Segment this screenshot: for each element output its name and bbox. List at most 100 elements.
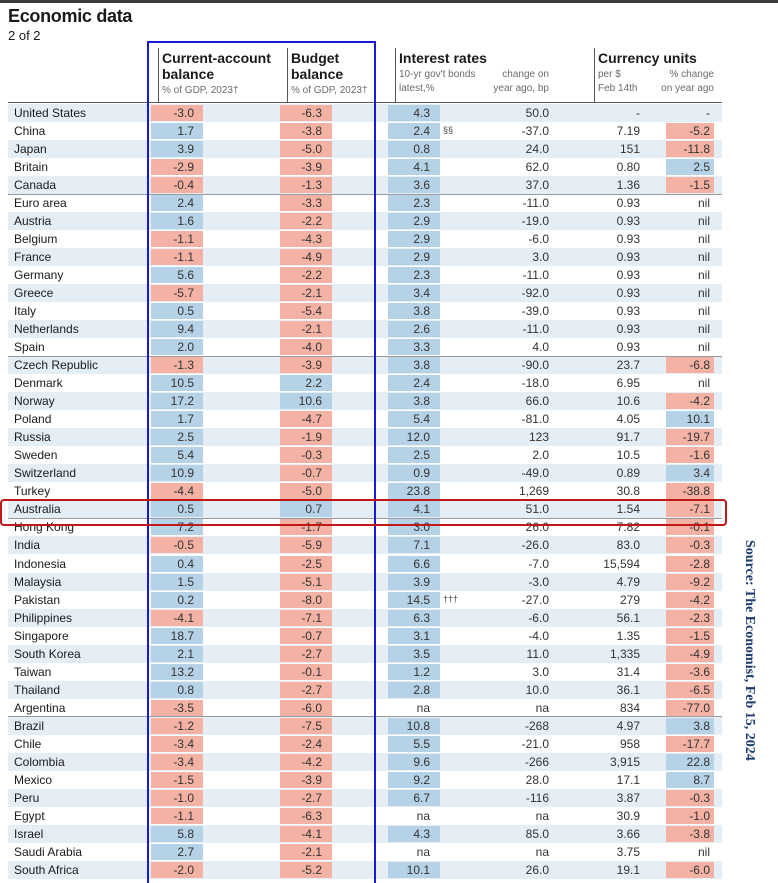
value-shade bbox=[388, 429, 440, 446]
value-shade bbox=[280, 717, 332, 734]
value-shade bbox=[151, 789, 203, 806]
value-shade bbox=[388, 141, 440, 158]
cell-irc: 1,269 bbox=[518, 484, 549, 499]
group-divider bbox=[8, 517, 722, 519]
cell-ir: 3.8 bbox=[413, 358, 430, 373]
cell-fxc: -1.5 bbox=[689, 178, 710, 193]
cell-bb: -6.3 bbox=[301, 808, 322, 823]
cell-ir: 2.9 bbox=[413, 214, 430, 229]
header-budget: Budget balance % of GDP, 2023† bbox=[291, 50, 368, 97]
cell-bb: -4.2 bbox=[301, 754, 322, 769]
cell-bb: -2.2 bbox=[301, 214, 322, 229]
cell-fx: 4.79 bbox=[616, 574, 640, 589]
value-shade bbox=[666, 717, 714, 734]
country-name: Russia bbox=[14, 430, 51, 445]
cell-irc: 50.0 bbox=[525, 106, 549, 120]
cell-fxc: nil bbox=[697, 340, 710, 355]
header-cu-sub2b: on year ago bbox=[661, 83, 714, 94]
cell-irc: 28.0 bbox=[525, 772, 549, 787]
cell-bb: -0.1 bbox=[301, 664, 322, 679]
value-shade bbox=[388, 663, 440, 680]
value-shade bbox=[280, 357, 332, 374]
cell-irc: -6.0 bbox=[528, 232, 549, 247]
country-name: Poland bbox=[14, 412, 52, 427]
table-row: Israel 5.8 -4.1 4.3 85.0 3.66 -3.8 bbox=[8, 824, 722, 843]
cell-ir: 4.1 bbox=[413, 160, 430, 175]
country-name: Switzerland bbox=[14, 466, 77, 481]
cell-fxc: - bbox=[706, 106, 710, 120]
cell-fx: 0.93 bbox=[616, 268, 640, 283]
header-bb-sub: % of GDP, 2023† bbox=[291, 85, 368, 96]
cell-fx: 56.1 bbox=[616, 610, 640, 625]
cell-ir: 23.8 bbox=[406, 484, 430, 499]
value-shade bbox=[151, 771, 203, 788]
country-name: Germany bbox=[14, 268, 64, 283]
cell-bb: -5.2 bbox=[301, 862, 322, 877]
cell-fxc: 10.1 bbox=[686, 412, 710, 427]
table-row: Belgium -1.1 -4.3 2.9 -6.0 0.93 nil bbox=[8, 230, 722, 248]
value-shade bbox=[280, 393, 332, 410]
cell-irc: 62.0 bbox=[525, 160, 549, 175]
value-shade bbox=[666, 519, 714, 536]
value-shade bbox=[666, 789, 714, 806]
country-name: Belgium bbox=[14, 232, 58, 247]
value-shade bbox=[151, 501, 203, 518]
cell-fx: 1,335 bbox=[609, 646, 640, 661]
cell-fx: 151 bbox=[619, 142, 640, 157]
cell-irc: -26.0 bbox=[521, 538, 549, 553]
cell-bb: -5.9 bbox=[301, 538, 322, 553]
value-shade bbox=[388, 501, 440, 518]
table-row: Austria 1.6 -2.2 2.9 -19.0 0.93 nil bbox=[8, 212, 722, 231]
value-shade bbox=[280, 753, 332, 770]
value-shade bbox=[280, 213, 332, 230]
value-shade bbox=[280, 627, 332, 644]
value-shade bbox=[388, 375, 440, 392]
cell-ir: 2.4 bbox=[413, 376, 430, 391]
cell-irc: -90.0 bbox=[521, 358, 549, 373]
value-shade bbox=[388, 303, 440, 320]
table-row: Taiwan 13.2 -0.1 1.2 3.0 31.4 -3.6 bbox=[8, 663, 722, 681]
value-shade bbox=[388, 267, 440, 284]
value-shade bbox=[388, 735, 440, 752]
cell-fx: 0.80 bbox=[616, 160, 640, 175]
value-shade bbox=[388, 771, 440, 788]
value-shade bbox=[280, 231, 332, 248]
value-shade bbox=[151, 537, 203, 554]
cell-ca: -4.4 bbox=[173, 484, 194, 499]
country-name: Mexico bbox=[14, 772, 53, 787]
cell-ir: 3.6 bbox=[413, 178, 430, 193]
cell-irc: 3.0 bbox=[532, 250, 549, 265]
table-row: Britain -2.9 -3.9 4.1 62.0 0.80 2.5 bbox=[8, 158, 722, 176]
country-name: Thailand bbox=[14, 682, 61, 697]
value-shade bbox=[666, 483, 714, 500]
table-row: Russia 2.5 -1.9 12.0 123 91.7 -19.7 bbox=[8, 428, 722, 447]
value-shade bbox=[280, 141, 332, 158]
value-shade bbox=[280, 573, 332, 590]
value-shade bbox=[151, 393, 203, 410]
country-name: Saudi Arabia bbox=[14, 844, 83, 859]
country-name: Philippines bbox=[14, 610, 73, 625]
cell-bb: -2.5 bbox=[301, 556, 322, 571]
value-shade bbox=[151, 753, 203, 770]
table-row: Japan 3.9 -5.0 0.8 24.0 151 -11.8 bbox=[8, 140, 722, 159]
cell-ir: 4.1 bbox=[413, 502, 430, 517]
value-shade bbox=[151, 663, 203, 680]
cell-bb: -0.7 bbox=[301, 628, 322, 643]
value-shade bbox=[388, 681, 440, 698]
header-divider bbox=[395, 48, 396, 102]
cell-irc: -11.0 bbox=[522, 196, 549, 211]
cell-fxc: -2.8 bbox=[689, 556, 710, 571]
cell-bb: -7.5 bbox=[301, 718, 322, 733]
cell-bb: -1.7 bbox=[301, 520, 322, 535]
highlight-columns-box bbox=[147, 41, 376, 883]
value-shade bbox=[280, 483, 332, 500]
group-divider bbox=[8, 355, 722, 357]
cell-irc: 3.0 bbox=[532, 664, 549, 679]
cell-fxc: 2.5 bbox=[693, 160, 710, 175]
cell-ir: 5.4 bbox=[413, 412, 430, 427]
cell-ca: 2.4 bbox=[177, 196, 194, 211]
table-row: South Korea 2.1 -2.7 3.5 11.0 1,335 -4.9 bbox=[8, 644, 722, 663]
table-row: Argentina -3.5 -6.0 na na 834 -77.0 bbox=[8, 699, 722, 717]
header-cu-title: Currency units bbox=[598, 50, 697, 66]
footnote-marker: ††† bbox=[443, 593, 459, 604]
